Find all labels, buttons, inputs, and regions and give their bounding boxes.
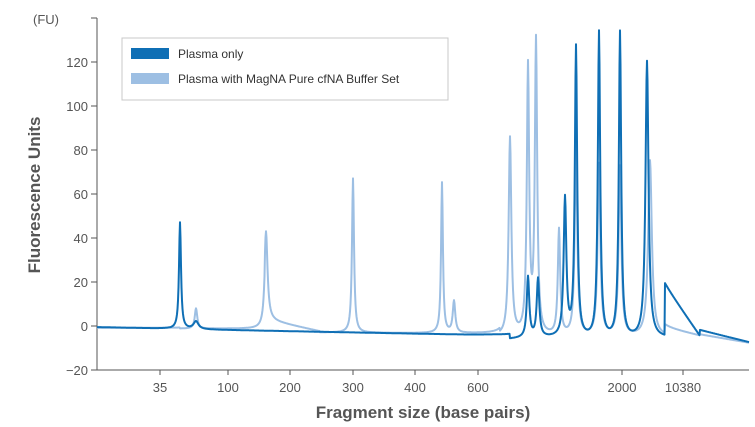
y-axis-unit: (FU) (33, 12, 59, 27)
legend-box (121, 37, 449, 101)
y-tick-label: −20 (66, 363, 88, 378)
x-tick-label: 35 (153, 380, 167, 395)
x-tick-label: 400 (404, 380, 426, 395)
x-tick-label: 100 (217, 380, 239, 395)
legend-label-plasma-only: Plasma only (178, 47, 243, 61)
x-axis-title: Fragment size (base pairs) (316, 403, 530, 422)
x-tick-label: 10380 (665, 380, 701, 395)
x-tick-label: 600 (467, 380, 489, 395)
y-tick-label: 80 (74, 143, 88, 158)
legend-swatch-plasma-only (131, 48, 169, 59)
y-tick-label: 20 (74, 275, 88, 290)
x-tick-label: 300 (342, 380, 364, 395)
y-axis-title: Fluorescence Units (25, 117, 44, 274)
legend-label-plasma-buffer: Plasma with MagNA Pure cfNA Buffer Set (178, 72, 400, 86)
x-tick-label: 200 (279, 380, 301, 395)
legend-swatch-plasma-buffer (131, 73, 169, 84)
y-tick-label: 100 (66, 99, 88, 114)
x-tick-label: 2000 (608, 380, 637, 395)
series-line-plasma-only (96, 29, 750, 344)
legend: Plasma only Plasma with MagNA Pure cfNA … (121, 37, 449, 101)
y-tick-label: 120 (66, 55, 88, 70)
y-tick-label: 0 (81, 319, 88, 334)
y-tick-label: 40 (74, 231, 88, 246)
y-tick-label: 60 (74, 187, 88, 202)
